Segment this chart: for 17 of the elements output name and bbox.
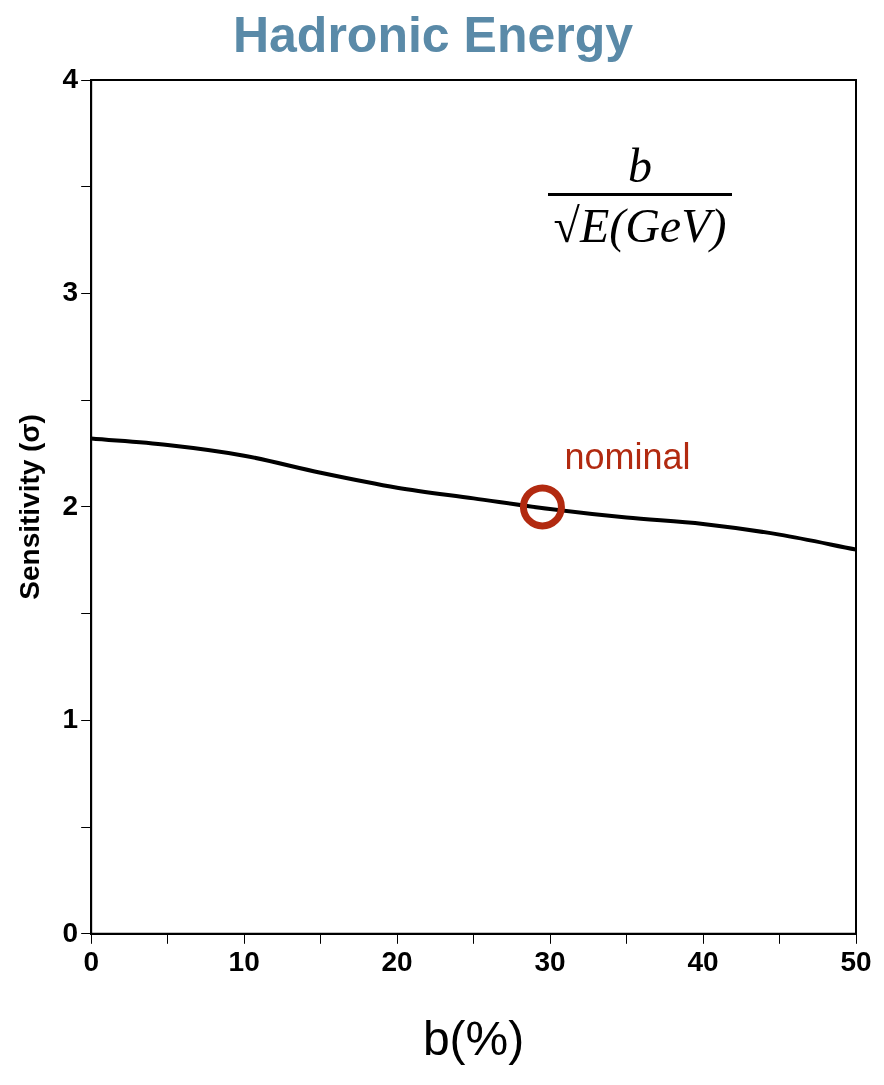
- x-tick-label: 50: [840, 946, 872, 978]
- annotation: √E(GeV): [547, 192, 733, 253]
- x-tick-label: 30: [534, 946, 566, 978]
- x-tick-label: 20: [381, 946, 413, 978]
- x-tick-label: 40: [687, 946, 719, 978]
- y-axis-title: Sensitivity (σ): [13, 414, 45, 600]
- y-tick-label: 1: [62, 703, 79, 735]
- chart-title: Hadronic Energy: [232, 6, 634, 63]
- x-tick-label: 0: [83, 946, 99, 978]
- y-tick-label: 0: [62, 916, 79, 948]
- x-tick-label: 10: [228, 946, 260, 978]
- annotation: b: [628, 139, 652, 193]
- x-axis-title: b(%): [422, 1012, 525, 1066]
- y-tick-label: 4: [62, 62, 79, 94]
- y-tick-label: 3: [62, 276, 79, 308]
- annotation: nominal: [564, 435, 691, 477]
- y-tick-label: 2: [62, 489, 79, 521]
